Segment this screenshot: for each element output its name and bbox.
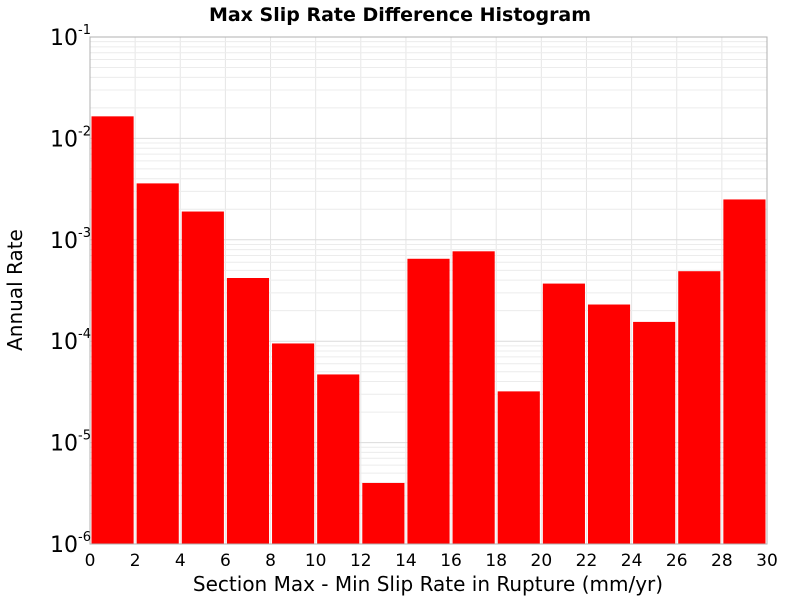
x-tick-label: 16: [440, 551, 462, 571]
y-tick-label: 10-3: [50, 226, 91, 254]
histogram-bar: [317, 374, 360, 544]
y-tick-base: 10: [50, 26, 78, 51]
y-tick-label: 10-2: [50, 124, 91, 152]
y-axis-label: Annual Rate: [3, 229, 27, 351]
y-tick-label: 10-5: [50, 429, 91, 457]
y-tick-exponent: -3: [78, 226, 91, 241]
histogram-bar: [497, 391, 540, 544]
bars: [91, 116, 766, 545]
x-tick-label: 6: [220, 551, 231, 571]
x-tick-label: 0: [85, 551, 96, 571]
y-tick-base: 10: [50, 432, 78, 457]
histogram-bar: [452, 251, 495, 544]
y-tick-base: 10: [50, 127, 78, 152]
x-tick-label: 24: [621, 551, 643, 571]
x-tick-label: 26: [666, 551, 688, 571]
chart-title: Max Slip Rate Difference Histogram: [209, 4, 591, 26]
y-tick-label: 10-6: [50, 530, 91, 558]
histogram-bar: [542, 283, 585, 544]
x-axis-label: Section Max - Min Slip Rate in Rupture (…: [193, 572, 663, 596]
y-tick-label: 10-1: [50, 23, 91, 51]
x-tick-label: 20: [531, 551, 553, 571]
x-tick-label: 18: [485, 551, 507, 571]
histogram-bar: [362, 482, 405, 544]
histogram-bar: [136, 183, 179, 544]
histogram-bar: [723, 199, 766, 544]
x-tick-label: 14: [395, 551, 417, 571]
x-tick-label: 8: [265, 551, 276, 571]
x-tick-label: 12: [350, 551, 372, 571]
histogram-bar: [678, 271, 721, 544]
y-tick-label: 10-4: [50, 327, 91, 355]
x-tick-label: 10: [305, 551, 327, 571]
y-tick-exponent: -6: [78, 530, 91, 545]
y-tick-base: 10: [50, 229, 78, 254]
histogram-bar: [407, 258, 450, 544]
y-tick-exponent: -5: [78, 429, 91, 444]
histogram-bar: [633, 321, 676, 544]
y-tick-labels: 10-610-510-410-310-210-1: [50, 23, 91, 558]
histogram-bar: [272, 343, 315, 544]
y-tick-base: 10: [50, 533, 78, 558]
x-tick-labels: 0 2 4 6 8 10 12 14 16 18 20 22 24 26 28 30: [85, 551, 778, 571]
x-tick-label: 22: [576, 551, 598, 571]
histogram-bar: [587, 304, 631, 544]
y-tick-base: 10: [50, 330, 78, 355]
y-tick-exponent: -1: [78, 23, 91, 38]
x-tick-label: 4: [175, 551, 186, 571]
y-tick-exponent: -4: [78, 327, 91, 342]
plot-border: [89, 36, 768, 545]
y-tick-exponent: -2: [78, 124, 91, 139]
histogram-bar: [226, 278, 270, 544]
x-tick-label: 2: [130, 551, 141, 571]
histogram-bar: [91, 116, 134, 544]
histogram-bar: [181, 211, 224, 545]
x-tick-label: 28: [711, 551, 733, 571]
x-tick-label: 30: [756, 551, 778, 571]
